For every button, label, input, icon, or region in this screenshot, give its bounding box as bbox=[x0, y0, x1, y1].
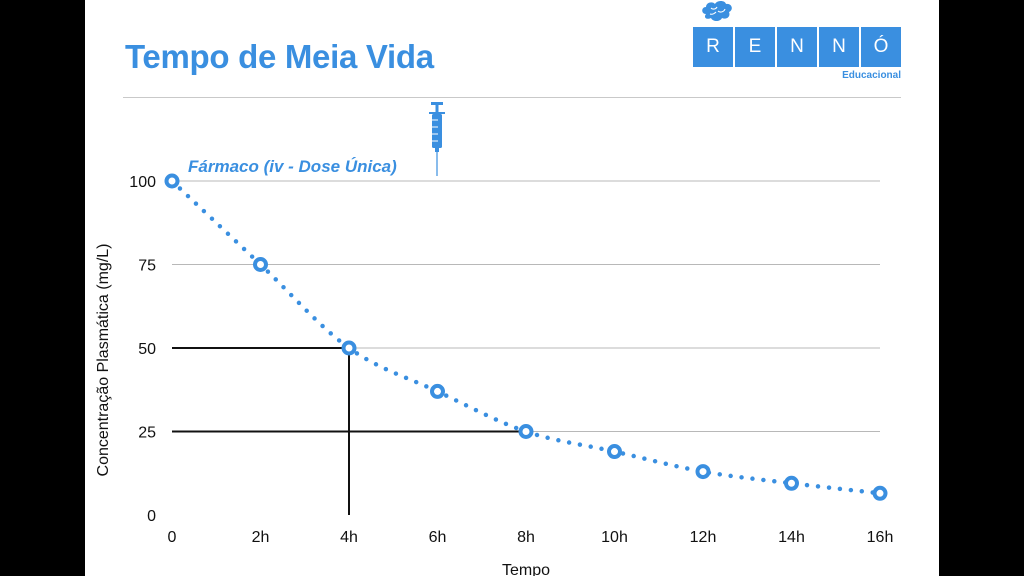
x-tick-label: 2h bbox=[252, 529, 270, 546]
chart-annotation: Fármaco (iv - Dose Única) bbox=[188, 157, 397, 176]
data-point bbox=[164, 173, 180, 189]
syringe-hub bbox=[435, 148, 439, 152]
y-tick-label: 75 bbox=[138, 258, 156, 275]
data-point bbox=[695, 464, 711, 480]
syringe-plunger bbox=[435, 105, 439, 113]
logo-letter-box: N bbox=[819, 27, 859, 67]
y-tick-label: 50 bbox=[138, 341, 156, 358]
x-tick-label: 4h bbox=[340, 529, 358, 546]
x-tick-label: 14h bbox=[778, 529, 805, 546]
logo-letter-box: R bbox=[693, 27, 733, 67]
data-point bbox=[784, 475, 799, 491]
syringe-icon bbox=[429, 102, 445, 176]
x-tick-label: 10h bbox=[601, 529, 628, 546]
x-tick-label: 12h bbox=[690, 529, 717, 546]
y-tick-label: 100 bbox=[129, 174, 156, 191]
syringe-barrel bbox=[432, 114, 442, 148]
data-point bbox=[341, 340, 357, 356]
page-title: Tempo de Meia Vida bbox=[125, 38, 434, 75]
title-divider bbox=[123, 97, 901, 98]
y-tick-label: 0 bbox=[147, 508, 156, 525]
data-point bbox=[872, 485, 888, 501]
brain-icon bbox=[702, 1, 732, 21]
logo-letter-box: N bbox=[777, 27, 817, 67]
data-point bbox=[607, 444, 622, 460]
logo-subtitle: Educacional bbox=[842, 70, 901, 81]
x-tick-label: 0 bbox=[168, 529, 177, 546]
x-tick-label: 8h bbox=[517, 529, 535, 546]
series-line bbox=[169, 178, 883, 496]
y-tick-label: 25 bbox=[138, 425, 156, 442]
syringe-plunger-cap bbox=[431, 102, 443, 105]
x-tick-label: 6h bbox=[429, 529, 447, 546]
x-axis-title: Tempo bbox=[502, 562, 550, 576]
syringe-flange bbox=[429, 112, 445, 114]
logo-letter-box: Ó bbox=[861, 27, 901, 67]
x-tick-label: 16h bbox=[867, 529, 894, 546]
data-point bbox=[430, 383, 445, 399]
y-axis-title: Concentração Plasmática (mg/L) bbox=[95, 244, 112, 477]
data-point bbox=[518, 424, 534, 439]
logo-letter-box: E bbox=[735, 27, 775, 67]
half-life-chart: 0 25 50 75 100 0 2h 4h 6h 8h 10h 12h 14h 16h Tempo Conc… bbox=[95, 102, 894, 576]
data-point bbox=[253, 257, 268, 272]
